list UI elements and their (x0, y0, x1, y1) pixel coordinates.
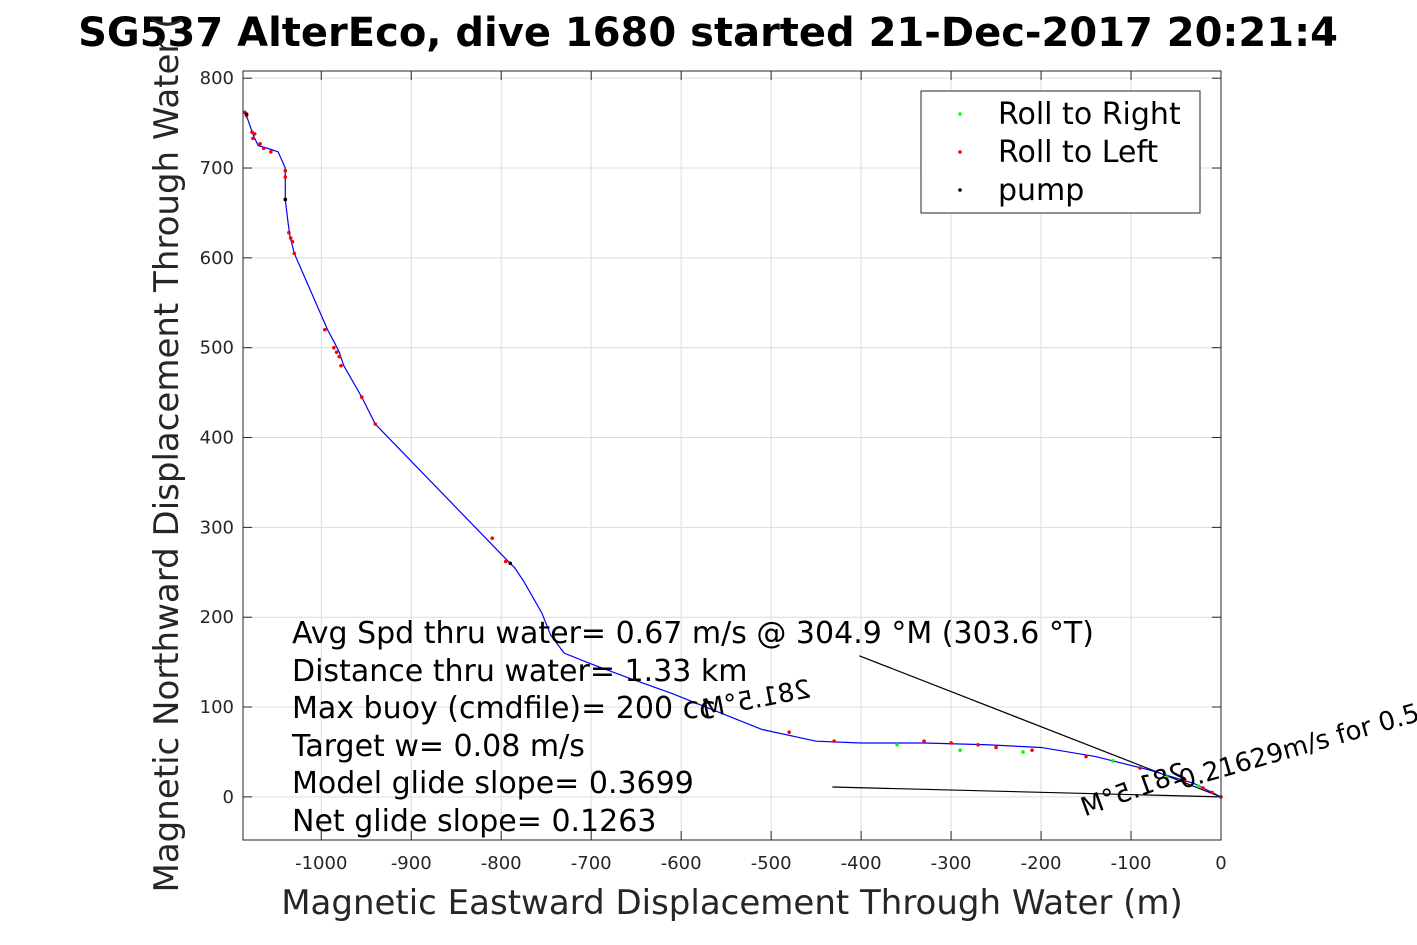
point-roll-to-left-16 (359, 395, 364, 399)
legend-box (920, 90, 1201, 214)
point-roll-to-left-2 (1201, 786, 1205, 790)
point-roll-to-left-29 (269, 150, 273, 154)
y-tick-label-8: 800 (200, 68, 234, 89)
point-roll-to-left-28 (283, 168, 288, 173)
point-roll-to-left-27 (283, 175, 288, 179)
annotation-target-w: Target w= 0.08 m/s (291, 729, 585, 764)
axes: -1000 -900 -800 -700 -600 -500 -400 -300 -200 -10… (200, 68, 1227, 874)
point-roll-to-left-14 (490, 536, 495, 540)
point-roll-to-left-30 (261, 146, 266, 151)
legend-marker-pump (958, 188, 962, 192)
annotation-net-glide: Net glide slope= 0.1263 (292, 804, 656, 839)
y-tick-label-0: 0 (223, 787, 234, 808)
point-roll-to-right-5 (895, 742, 899, 747)
y-axis-label: Magnetic Northward Displacement Through … (147, 16, 187, 893)
point-roll-to-left-21 (323, 327, 327, 332)
x-tick-label-4: -600 (661, 853, 702, 874)
point-pump-1 (283, 197, 288, 202)
x-tick-label-5: -500 (751, 853, 792, 874)
point-roll-to-left-22 (292, 251, 297, 256)
point-roll-to-left-17 (339, 363, 343, 368)
y-tick-label-6: 600 (200, 248, 234, 269)
legend-marker-roll-left (958, 150, 962, 154)
point-roll-to-left-3 (1183, 778, 1187, 783)
legend-label-roll-left: Roll to Left (998, 135, 1158, 170)
point-roll-to-left-34 (250, 130, 254, 134)
x-tick-label-10: 0 (1215, 853, 1226, 874)
point-roll-to-right-3 (1021, 750, 1025, 754)
point-roll-to-right-2 (1111, 759, 1115, 763)
current-speed-label: 0.21629m/s for 0.55389hr = 0.43128km (1176, 621, 1417, 795)
annotation-max-buoy: Max buoy (cmdfile)= 200 cc (292, 691, 716, 726)
point-roll-to-left-12 (787, 730, 791, 734)
legend-marker-roll-right (958, 112, 962, 116)
annotation-block: Avg Spd thru water= 0.67 m/s @ 304.9 °M … (291, 616, 1094, 839)
annotation-distance: Distance thru water= 1.33 km (292, 654, 747, 689)
point-roll-to-left-20 (332, 345, 336, 350)
point-roll-to-right-0 (1196, 784, 1201, 788)
point-roll-to-left-32 (252, 132, 257, 136)
point-roll-to-left-4 (1138, 766, 1142, 770)
point-roll-to-left-5 (1084, 754, 1088, 759)
legend: Roll to Right Roll to Left pump (920, 90, 1201, 214)
point-roll-to-left-23 (290, 239, 295, 244)
y-tick-label-7: 700 (200, 158, 234, 179)
x-axis-label: Magnetic Eastward Displacement Through W… (281, 883, 1183, 923)
x-tick-label-6: -400 (841, 853, 882, 874)
x-tick-label-7: -300 (931, 853, 972, 874)
point-roll-to-left-8 (976, 742, 980, 747)
point-roll-to-left-15 (373, 422, 378, 426)
point-roll-to-left-33 (251, 136, 255, 141)
legend-label-pump: pump (998, 173, 1084, 208)
y-tick-label-5: 500 (200, 338, 234, 359)
point-roll-to-left-31 (258, 141, 262, 146)
point-roll-to-right-4 (958, 748, 962, 752)
plot-frame (242, 70, 1222, 841)
x-tick-label-1: -900 (391, 853, 432, 874)
chart-title: SG537 AlterEco, dive 1680 started 21-Dec… (78, 10, 1338, 56)
y-tick-label-1: 100 (200, 697, 234, 718)
x-tick-label-2: -800 (481, 853, 522, 874)
y-tick-label-3: 300 (200, 517, 234, 538)
point-roll-to-left-1 (1210, 790, 1214, 795)
track-line (243, 112, 1222, 798)
point-roll-to-left-10 (922, 739, 926, 743)
point-roll-to-left-13 (503, 559, 508, 564)
point-roll-to-left-18 (337, 354, 342, 359)
series-layer (242, 110, 1223, 799)
point-roll-to-left-25 (287, 230, 291, 235)
legend-label-roll-right: Roll to Right (998, 97, 1181, 132)
point-roll-to-left-7 (994, 745, 998, 750)
point-roll-to-right-1 (1165, 775, 1169, 779)
point-pump-2 (244, 112, 249, 116)
y-tick-label-2: 200 (200, 607, 234, 628)
x-tick-label-3: -700 (571, 853, 612, 874)
x-tick-label-0: -1000 (295, 853, 347, 874)
point-roll-to-left-24 (288, 236, 293, 240)
x-tick-label-9: -100 (1111, 853, 1152, 874)
y-tick-label-4: 400 (200, 428, 234, 449)
point-roll-to-left-9 (949, 741, 953, 745)
point-roll-to-left-6 (1030, 748, 1034, 752)
vector-line-1 (832, 786, 1222, 798)
annotation-model-glide: Model glide slope= 0.3699 (292, 766, 694, 801)
current-heading-label-2: 281.5°M (1077, 757, 1191, 823)
point-pump-0 (508, 561, 513, 566)
annotation-avg-speed: Avg Spd thru water= 0.67 m/s @ 304.9 °M … (292, 616, 1094, 651)
point-roll-to-left-19 (334, 350, 339, 354)
x-tick-label-8: -200 (1021, 853, 1062, 874)
point-roll-to-left-11 (832, 739, 836, 743)
